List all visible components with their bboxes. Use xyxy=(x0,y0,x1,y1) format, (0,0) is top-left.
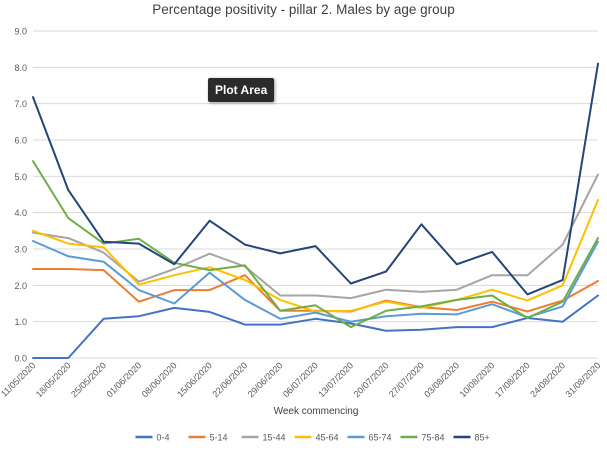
x-tick-label: 25/05/2020 xyxy=(69,360,108,399)
series-line-0-4 xyxy=(32,294,599,359)
series-line-75-84 xyxy=(32,160,599,329)
x-tick-label: 20/07/2020 xyxy=(352,360,391,399)
series-line-85+ xyxy=(32,62,599,296)
x-axis-label: Week commencing xyxy=(274,406,359,417)
y-tick-label: 8.0 xyxy=(14,63,27,73)
x-tick-label: 06/07/2020 xyxy=(281,360,320,399)
legend-label: 75-84 xyxy=(422,433,445,443)
x-tick-label: 08/06/2020 xyxy=(140,360,179,399)
series-lines xyxy=(32,62,599,359)
x-tick-label: 15/06/2020 xyxy=(175,360,214,399)
x-tick-label: 17/08/2020 xyxy=(493,360,532,399)
x-tick-label: 01/06/2020 xyxy=(104,360,143,399)
legend-label: 45-64 xyxy=(316,433,339,443)
series-line-15-44 xyxy=(32,173,599,300)
y-tick-label: 7.0 xyxy=(14,99,27,109)
x-tick-label: 24/08/2020 xyxy=(528,360,567,399)
x-tick-label: 22/06/2020 xyxy=(210,360,249,399)
y-tick-label: 2.0 xyxy=(14,281,27,291)
legend-label: 0-4 xyxy=(157,433,170,443)
x-axis: 11/05/202018/05/202025/05/202001/06/2020… xyxy=(0,360,602,399)
y-tick-label: 4.0 xyxy=(14,208,27,218)
legend-label: 5-14 xyxy=(210,433,228,443)
x-tick-label: 11/05/2020 xyxy=(0,360,37,398)
x-tick-label: 10/08/2020 xyxy=(458,360,497,399)
series-line-45-64 xyxy=(32,199,599,313)
series-line-65-74 xyxy=(32,240,599,323)
x-tick-label: 03/08/2020 xyxy=(422,360,461,399)
y-tick-label: 0.0 xyxy=(14,354,27,364)
chart-title: Percentage positivity - pillar 2. Males … xyxy=(152,2,454,17)
legend-label: 65-74 xyxy=(369,433,392,443)
x-tick-label: 27/07/2020 xyxy=(387,360,426,399)
y-tick-label: 3.0 xyxy=(14,245,27,255)
plot-area-tooltip: Plot Area xyxy=(208,78,275,102)
x-tick-label: 29/06/2020 xyxy=(246,360,285,399)
x-tick-label: 18/05/2020 xyxy=(34,360,73,399)
legend-label: 15-44 xyxy=(263,433,286,443)
legend-label: 85+ xyxy=(475,433,490,443)
legend: 0-4 5-14 15-44 45-64 65-74 75-84 85+ xyxy=(135,433,490,443)
y-tick-label: 9.0 xyxy=(14,27,27,37)
y-tick-label: 5.0 xyxy=(14,172,27,182)
gridlines xyxy=(33,30,598,359)
x-tick-label: 31/08/2020 xyxy=(563,360,602,399)
x-tick-label: 13/07/2020 xyxy=(316,360,355,399)
y-axis: 0.0 1.0 2.0 3.0 4.0 5.0 6.0 7.0 8.0 9.0 xyxy=(14,27,27,364)
y-tick-label: 6.0 xyxy=(14,136,27,146)
y-tick-label: 1.0 xyxy=(14,317,27,327)
